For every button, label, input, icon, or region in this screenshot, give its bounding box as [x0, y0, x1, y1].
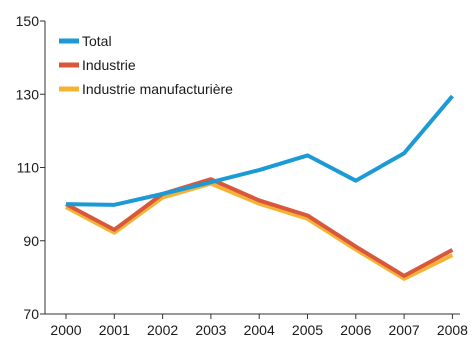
- y-tick-label: 130: [16, 86, 40, 102]
- x-tick-label: 2008: [437, 322, 468, 337]
- legend-label-2: Industrie manufacturière: [82, 81, 233, 97]
- y-tick-label: 150: [16, 13, 40, 29]
- x-tick-label: 2005: [292, 322, 323, 337]
- chart-axes: [40, 20, 460, 319]
- legend-label-0: Total: [82, 33, 112, 49]
- x-tick-label: 2003: [195, 322, 226, 337]
- x-tick-label: 2000: [50, 322, 81, 337]
- series-line-0: [65, 94, 454, 207]
- series-lines: [65, 94, 454, 281]
- y-tick-label: 90: [23, 233, 39, 249]
- legend-label-1: Industrie: [82, 57, 136, 73]
- x-tick-label: 2004: [244, 322, 275, 337]
- y-tick-label: 70: [23, 306, 39, 322]
- legend: Total Industrie Industrie manufacturière: [59, 33, 233, 97]
- x-tick-label: 2001: [99, 322, 130, 337]
- y-tick-labels: 70 90 110 130 150: [16, 13, 40, 322]
- series-line-1: [65, 177, 454, 278]
- x-tick-label: 2007: [389, 322, 420, 337]
- y-tick-label: 110: [17, 160, 40, 176]
- x-tick-label: 2002: [147, 322, 178, 337]
- x-tick-label: 2006: [340, 322, 371, 337]
- series-line-2: [65, 181, 454, 281]
- x-tick-labels: 2000 2001 2002 2003 2004 2005 2006 2007 2008: [50, 322, 468, 337]
